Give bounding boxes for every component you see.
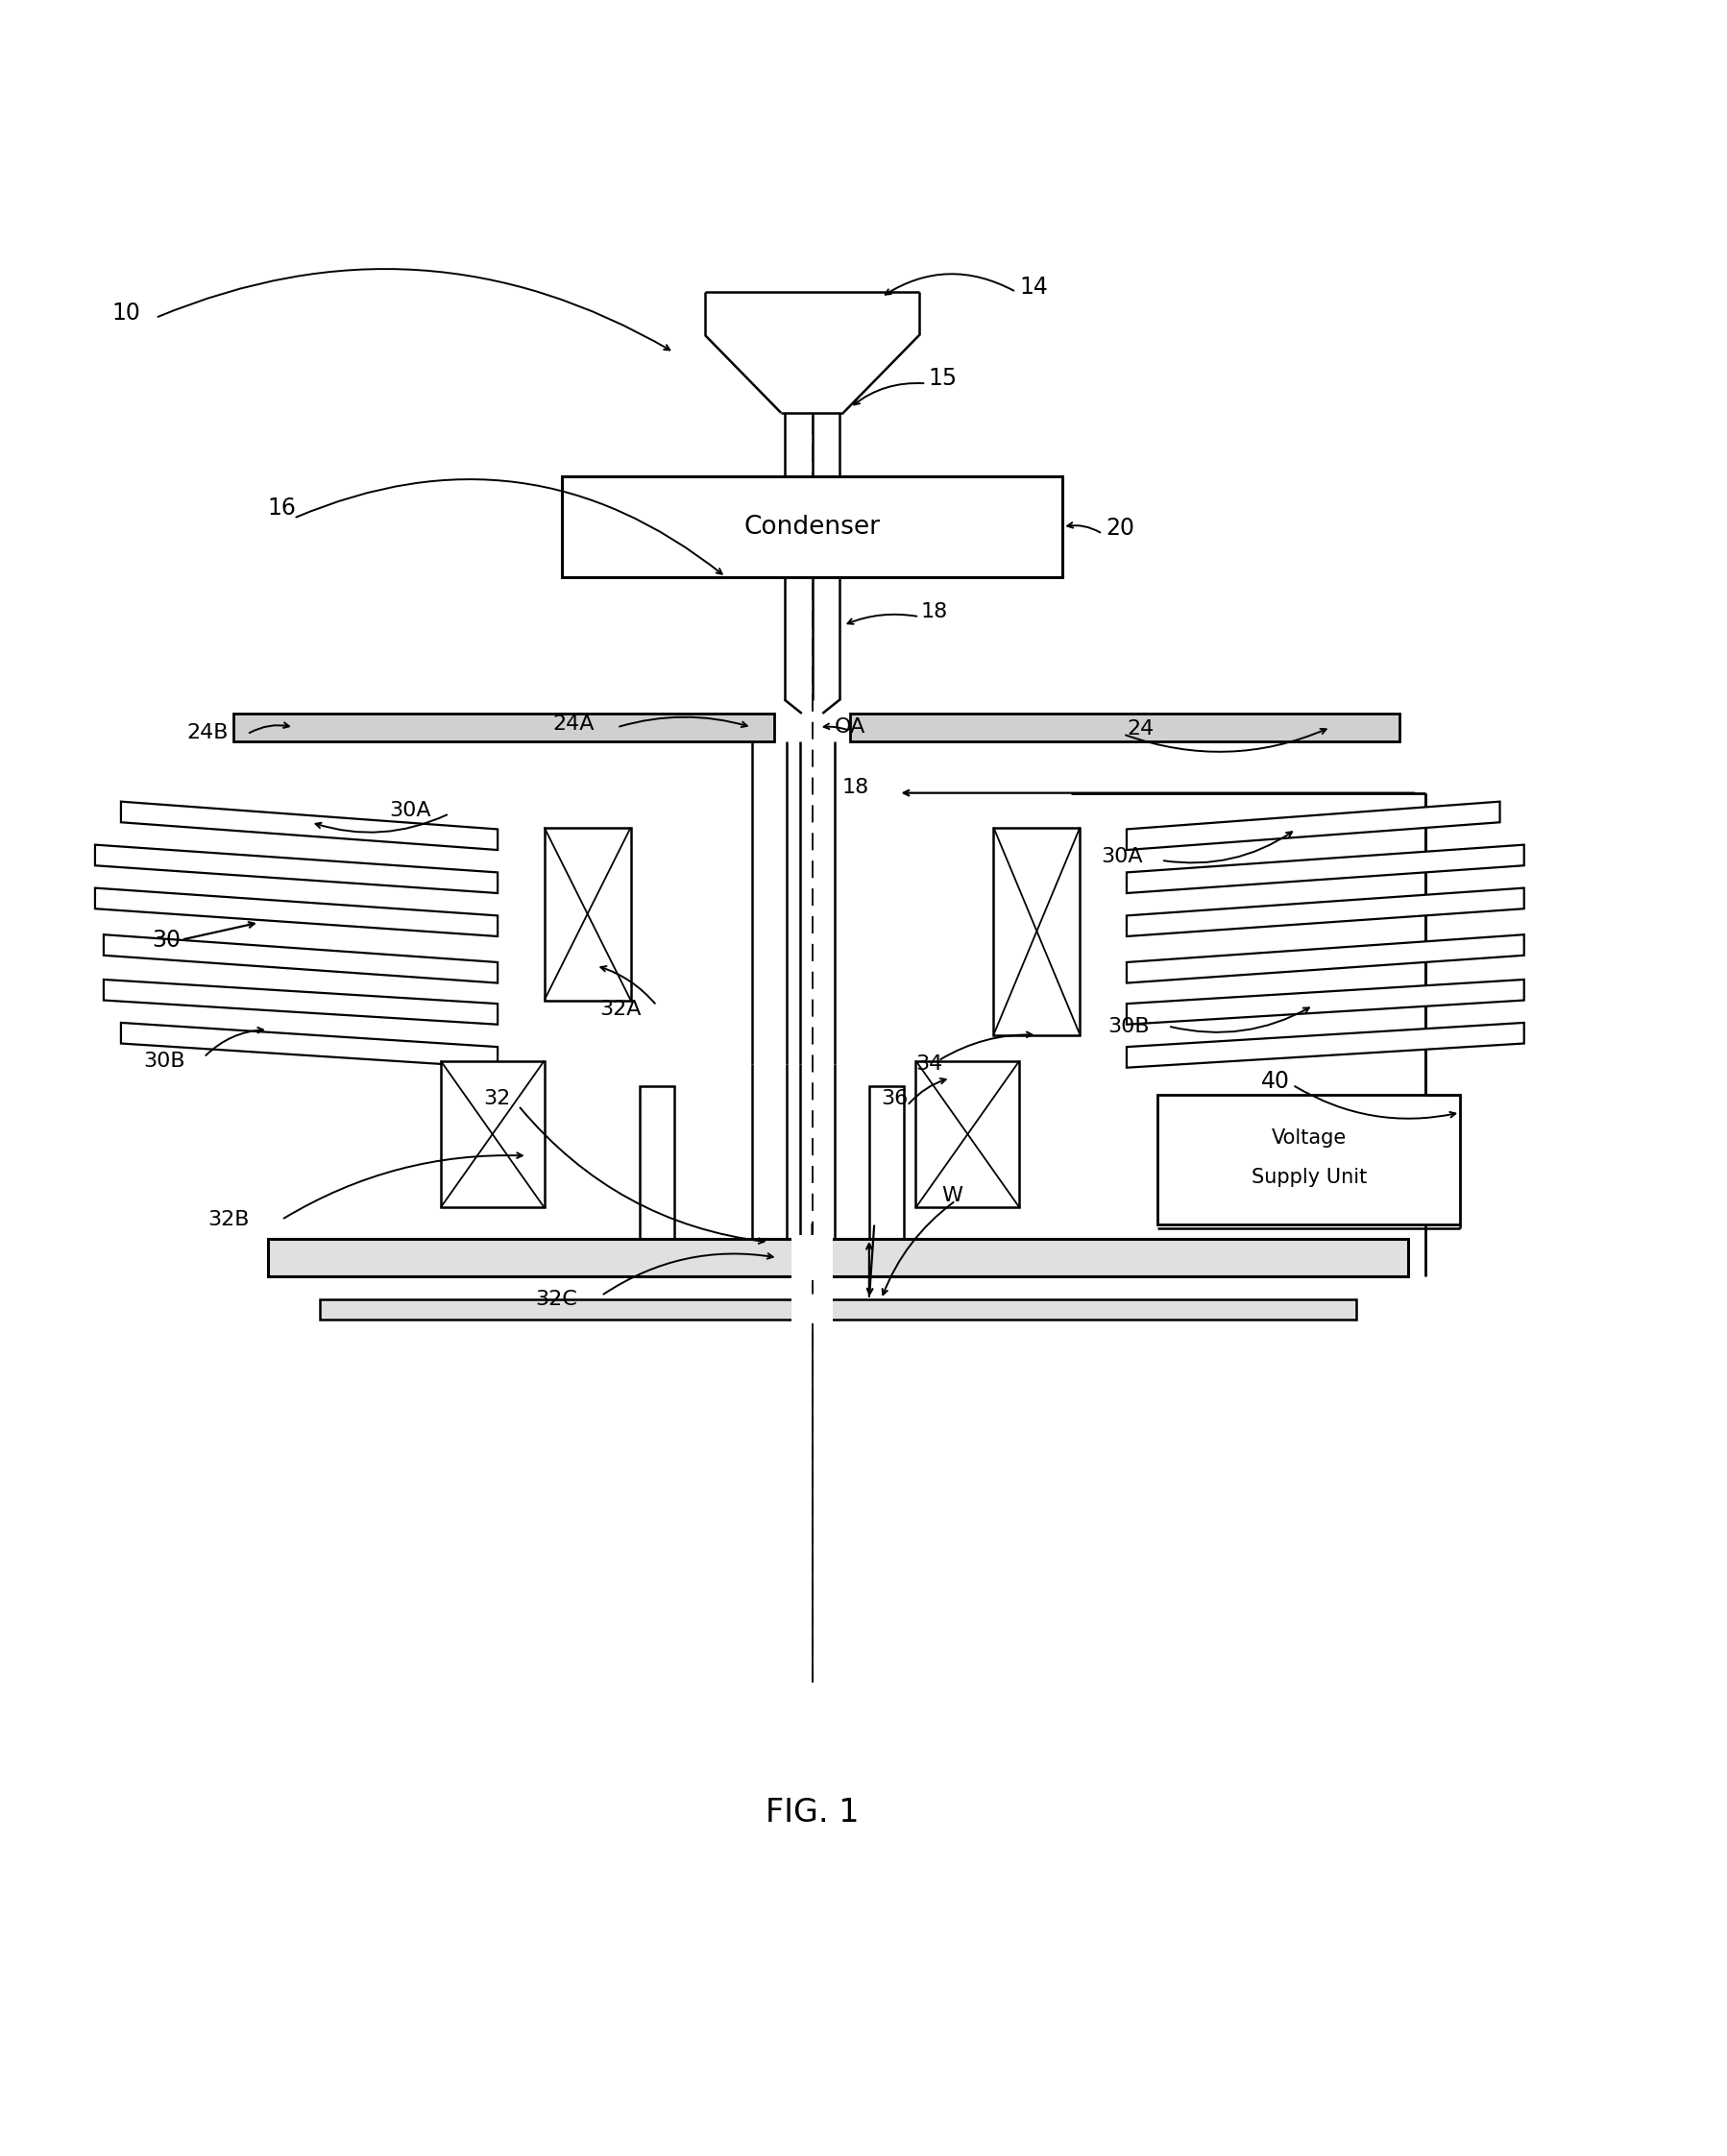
Bar	[319, 1300, 1356, 1319]
Bar	[1157, 1095, 1459, 1225]
Text: 18: 18	[841, 778, 869, 798]
Polygon shape	[1126, 979, 1523, 1024]
Text: 36: 36	[881, 1089, 908, 1108]
Text: 15: 15	[927, 367, 957, 390]
Bar	[440, 1061, 544, 1207]
Text: 30B: 30B	[1107, 1018, 1148, 1035]
Polygon shape	[1126, 888, 1523, 936]
Text: Supply Unit: Supply Unit	[1250, 1169, 1366, 1188]
Polygon shape	[1126, 1022, 1523, 1067]
Polygon shape	[1126, 934, 1523, 983]
Polygon shape	[104, 934, 497, 983]
Text: OA: OA	[834, 718, 865, 737]
Text: 32C: 32C	[535, 1289, 577, 1309]
Bar	[915, 1061, 1019, 1207]
Text: 32B: 32B	[207, 1210, 249, 1229]
Bar	[993, 828, 1079, 1035]
Text: 40: 40	[1261, 1069, 1290, 1093]
Text: 24A: 24A	[553, 714, 594, 733]
Bar	[791, 1235, 832, 1281]
Bar	[233, 714, 774, 742]
Text: 30: 30	[152, 929, 181, 951]
Polygon shape	[104, 979, 497, 1024]
Polygon shape	[121, 1022, 497, 1067]
Text: 32A: 32A	[599, 998, 641, 1018]
Bar	[791, 1296, 832, 1324]
Text: 30A: 30A	[1100, 847, 1142, 867]
Text: 34: 34	[915, 1054, 943, 1074]
Bar	[561, 476, 1062, 578]
Text: 30A: 30A	[389, 800, 430, 819]
Bar	[869, 1087, 903, 1255]
Polygon shape	[1126, 845, 1523, 893]
Polygon shape	[1126, 802, 1499, 849]
Text: 10: 10	[112, 302, 142, 323]
Polygon shape	[95, 888, 497, 936]
Text: Voltage: Voltage	[1271, 1128, 1345, 1147]
Bar	[268, 1240, 1408, 1276]
Text: 18: 18	[920, 602, 948, 621]
Text: 14: 14	[1019, 276, 1048, 298]
Bar	[639, 1087, 674, 1255]
Text: Condenser: Condenser	[744, 515, 879, 539]
Bar	[544, 828, 630, 1000]
Text: 20: 20	[1105, 517, 1135, 541]
Text: 32: 32	[484, 1089, 511, 1108]
Bar	[850, 714, 1399, 742]
Polygon shape	[121, 802, 497, 849]
Text: FIG. 1: FIG. 1	[765, 1796, 858, 1828]
Text: 24: 24	[1126, 720, 1154, 740]
Text: 30B: 30B	[143, 1052, 185, 1069]
Polygon shape	[95, 845, 497, 893]
Text: W: W	[941, 1186, 962, 1205]
Text: 16: 16	[268, 496, 297, 520]
Text: 24B: 24B	[187, 722, 228, 742]
